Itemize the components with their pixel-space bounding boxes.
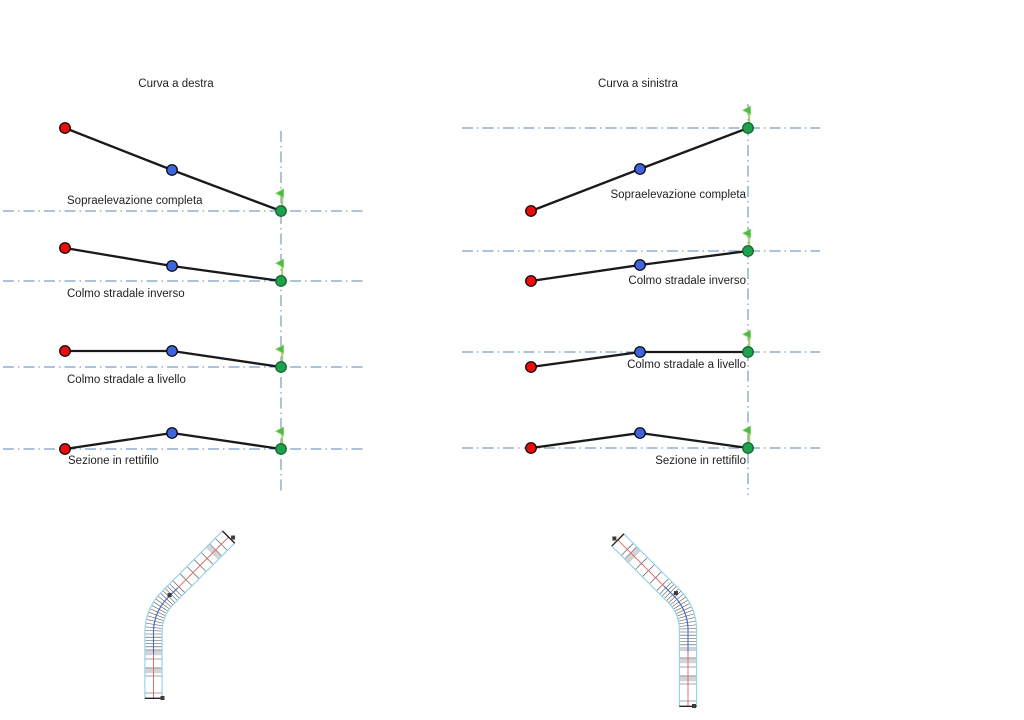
blue-point-marker <box>166 164 178 176</box>
station-marker <box>673 591 678 596</box>
row-label-sezione-in-rettifilo-sinistra: Sezione in rettifilo <box>655 455 746 467</box>
station-marker <box>160 696 165 700</box>
blue-point-marker <box>634 259 646 271</box>
green-pivot-marker <box>275 205 287 217</box>
row-label-sopraelevazione-completa-destra: Sopraelevazione completa <box>67 195 203 207</box>
green-pivot-marker <box>742 442 754 454</box>
red-point-marker <box>525 275 537 287</box>
blue-point-marker <box>634 346 646 358</box>
green-pivot-marker <box>275 443 287 455</box>
station-marker <box>231 535 236 540</box>
red-point-marker <box>59 242 71 254</box>
blue-point-marker <box>166 260 178 272</box>
road-edge-line <box>161 542 236 699</box>
row-label-colmo-stradale-inverso-sinistra: Colmo stradale inverso <box>628 275 746 287</box>
green-pivot-marker <box>742 122 754 134</box>
flag-pennant-icon <box>741 425 751 436</box>
row-label-colmo-stradale-a-livello-sinistra: Colmo stradale a livello <box>627 359 746 371</box>
red-point-marker <box>59 345 71 357</box>
red-point-marker <box>59 122 71 134</box>
blue-point-marker <box>634 427 646 439</box>
flag-pennant-icon <box>741 105 751 116</box>
green-pivot-marker <box>275 361 287 373</box>
blue-point-marker <box>166 427 178 439</box>
station-marker <box>612 536 617 541</box>
panel-sinistra <box>462 104 820 495</box>
row-label-colmo-stradale-a-livello-destra: Colmo stradale a livello <box>67 374 186 386</box>
flag-pennant-icon <box>274 188 285 199</box>
red-point-marker <box>525 361 537 373</box>
blue-point-marker <box>634 163 646 175</box>
red-point-marker <box>525 442 537 454</box>
station-marker <box>692 704 696 708</box>
row-label-sopraelevazione-completa-sinistra: Sopraelevazione completa <box>610 189 746 201</box>
panel-title-curva-a-sinistra: Curva a sinistra <box>598 78 678 90</box>
red-point-marker <box>59 443 71 455</box>
plan-view-road-curve-right <box>144 530 236 700</box>
panel-destra <box>3 122 365 491</box>
row-label-sezione-in-rettifilo-destra: Sezione in rettifilo <box>68 455 159 467</box>
flag-pennant-icon <box>741 329 751 340</box>
road-edge-line <box>610 545 680 707</box>
road-transition-line-blue <box>663 585 689 652</box>
flag-pennant-icon <box>274 258 285 269</box>
road-section-tick <box>222 530 236 544</box>
green-pivot-marker <box>275 275 287 287</box>
flag-pennant-icon <box>274 426 285 437</box>
road-edge-line <box>623 533 698 707</box>
road-edge-line <box>144 530 224 699</box>
blue-point-marker <box>166 345 178 357</box>
flag-pennant-icon <box>741 228 751 239</box>
road-section-tick <box>611 533 625 547</box>
green-pivot-marker <box>742 346 754 358</box>
flag-pennant-icon <box>274 344 285 355</box>
red-point-marker <box>525 205 537 217</box>
station-marker <box>167 593 172 598</box>
road-centerline-red <box>617 539 689 707</box>
green-pivot-marker <box>742 245 754 257</box>
row-label-colmo-stradale-inverso-destra: Colmo stradale inverso <box>67 288 185 300</box>
plan-view-road-curve-left <box>610 533 698 708</box>
panel-title-curva-a-destra: Curva a destra <box>138 78 214 90</box>
